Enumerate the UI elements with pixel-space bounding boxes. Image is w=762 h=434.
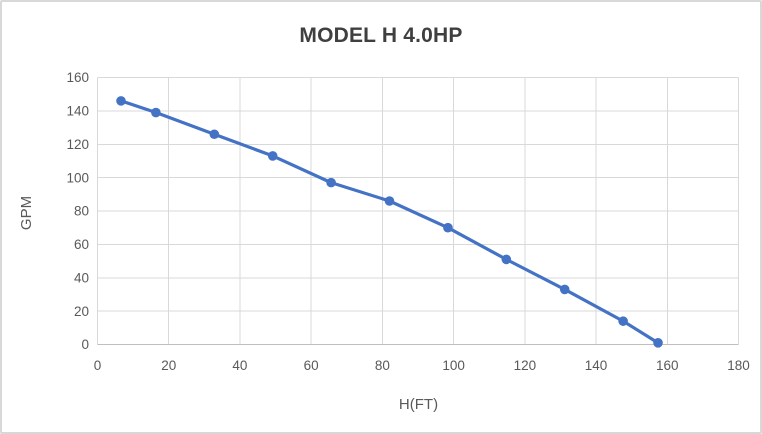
data-point-marker [559, 284, 570, 295]
y-tick-label: 120 [66, 137, 89, 152]
data-point-marker [501, 254, 512, 265]
y-tick-label: 80 [74, 204, 89, 219]
x-tick-label: 140 [585, 358, 608, 373]
x-tick-label: 80 [375, 358, 390, 373]
data-point-marker [653, 338, 663, 348]
x-tick-label: 20 [161, 358, 176, 373]
x-tick-label: 0 [94, 358, 102, 373]
data-point-marker [384, 196, 395, 206]
x-axis-title: H(FT) [398, 396, 439, 413]
x-tick-label: 120 [514, 358, 537, 373]
data-series-line [119, 99, 660, 345]
x-tick-label: 180 [727, 358, 750, 373]
x-tick-label: 100 [442, 358, 465, 373]
data-point-marker [209, 129, 220, 140]
data-point-marker [116, 96, 126, 106]
data-point-marker [618, 316, 628, 326]
x-tick-label: 40 [232, 358, 247, 373]
y-tick-label: 100 [66, 170, 89, 185]
y-tick-label: 20 [74, 304, 89, 319]
y-tick-label: 40 [74, 270, 89, 285]
y-tick-label: 160 [66, 70, 89, 85]
y-tick-label: 140 [66, 104, 89, 119]
y-axis-title: GPM [18, 195, 35, 231]
x-tick-label: 60 [304, 358, 319, 373]
data-point-marker [151, 107, 161, 118]
y-tick-label: 60 [74, 237, 89, 252]
data-point-marker [443, 222, 453, 233]
data-point-marker [326, 177, 336, 188]
x-tick-label: 160 [656, 358, 679, 373]
data-point-marker [267, 151, 278, 161]
y-tick-label: 0 [81, 337, 89, 352]
chart-title: MODEL H 4.0HP [299, 24, 463, 47]
